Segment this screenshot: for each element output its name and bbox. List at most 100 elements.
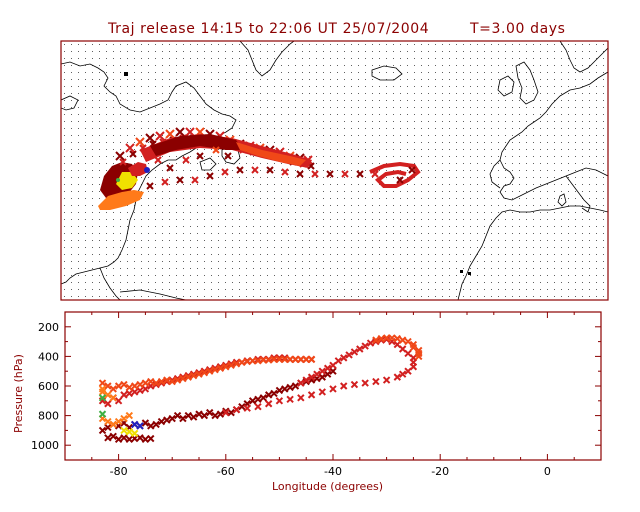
- grid-dot: [274, 58, 275, 59]
- grid-dot: [456, 142, 457, 143]
- grid-dot: [491, 198, 492, 199]
- grid-dot: [260, 79, 261, 80]
- grid-dot: [344, 289, 345, 290]
- trajectory-marker: [356, 170, 364, 178]
- grid-dot: [183, 205, 184, 206]
- trajectory-point: [157, 417, 166, 426]
- grid-dot: [176, 219, 177, 220]
- grid-dot: [554, 282, 555, 283]
- grid-dot: [183, 212, 184, 213]
- trajectory-point: [318, 367, 326, 375]
- grid-dot: [211, 100, 212, 101]
- grid-dot: [253, 296, 254, 297]
- grid-dot: [176, 261, 177, 262]
- grid-dot: [120, 93, 121, 94]
- grid-dot: [358, 107, 359, 108]
- duration-label: T=3.00 days: [469, 21, 566, 37]
- grid-dot: [99, 72, 100, 73]
- trajectory-point: [350, 348, 359, 356]
- grid-dot: [302, 149, 303, 150]
- grid-dot: [561, 128, 562, 129]
- grid-dot: [260, 65, 261, 66]
- grid-dot: [64, 65, 65, 66]
- grid-dot: [421, 219, 422, 220]
- grid-dot: [428, 51, 429, 52]
- grid-dot: [337, 107, 338, 108]
- grid-dot: [64, 184, 65, 185]
- grid-dot: [358, 275, 359, 276]
- grid-dot: [211, 86, 212, 87]
- grid-dot: [505, 184, 506, 185]
- grid-dot: [92, 79, 93, 80]
- grid-dot: [421, 142, 422, 143]
- grid-dot: [547, 65, 548, 66]
- grid-dot: [442, 212, 443, 213]
- grid-dot: [533, 51, 534, 52]
- grid-dot: [239, 191, 240, 192]
- grid-dot: [519, 282, 520, 283]
- grid-dot: [540, 58, 541, 59]
- grid-dot: [589, 51, 590, 52]
- grid-dot: [155, 275, 156, 276]
- grid-dot: [225, 261, 226, 262]
- grid-dot: [379, 240, 380, 241]
- grid-dot: [575, 135, 576, 136]
- grid-dot: [274, 219, 275, 220]
- grid-dot: [155, 205, 156, 206]
- grid-dot: [106, 296, 107, 297]
- grid-dot: [106, 51, 107, 52]
- grid-dot: [596, 198, 597, 199]
- grid-dot: [204, 65, 205, 66]
- grid-dot: [71, 282, 72, 283]
- grid-dot: [295, 254, 296, 255]
- grid-dot: [477, 170, 478, 171]
- grid-dot: [379, 226, 380, 227]
- grid-dot: [281, 219, 282, 220]
- grid-dot: [113, 275, 114, 276]
- grid-dot: [491, 79, 492, 80]
- grid-dot: [176, 233, 177, 234]
- grid-dot: [344, 121, 345, 122]
- grid-dot: [365, 240, 366, 241]
- grid-dot: [421, 282, 422, 283]
- grid-dot: [484, 142, 485, 143]
- grid-dot: [78, 275, 79, 276]
- grid-dot: [512, 121, 513, 122]
- grid-dot: [589, 212, 590, 213]
- grid-dot: [400, 107, 401, 108]
- grid-dot: [239, 261, 240, 262]
- grid-dot: [309, 247, 310, 248]
- trajectory-point: [163, 416, 171, 424]
- grid-dot: [316, 149, 317, 150]
- grid-dot: [358, 268, 359, 269]
- grid-dot: [582, 247, 583, 248]
- grid-dot: [211, 240, 212, 241]
- grid-dot: [274, 107, 275, 108]
- grid-dot: [533, 44, 534, 45]
- grid-dot: [533, 107, 534, 108]
- grid-dot: [603, 219, 604, 220]
- grid-dot: [309, 114, 310, 115]
- grid-dot: [344, 233, 345, 234]
- grid-dot: [477, 79, 478, 80]
- grid-dot: [505, 191, 506, 192]
- grid-dot: [246, 58, 247, 59]
- trajectory-point: [152, 420, 160, 429]
- grid-dot: [64, 170, 65, 171]
- grid-dot: [232, 44, 233, 45]
- grid-dot: [295, 268, 296, 269]
- grid-dot: [330, 58, 331, 59]
- grid-dot: [463, 282, 464, 283]
- grid-dot: [463, 205, 464, 206]
- grid-dot: [337, 114, 338, 115]
- grid-dot: [365, 184, 366, 185]
- grid-dot: [176, 205, 177, 206]
- grid-dot: [162, 219, 163, 220]
- grid-dot: [246, 219, 247, 220]
- grid-dot: [337, 100, 338, 101]
- grid-dot: [463, 177, 464, 178]
- grid-dot: [582, 163, 583, 164]
- grid-dot: [295, 65, 296, 66]
- grid-dot: [92, 282, 93, 283]
- grid-dot: [344, 44, 345, 45]
